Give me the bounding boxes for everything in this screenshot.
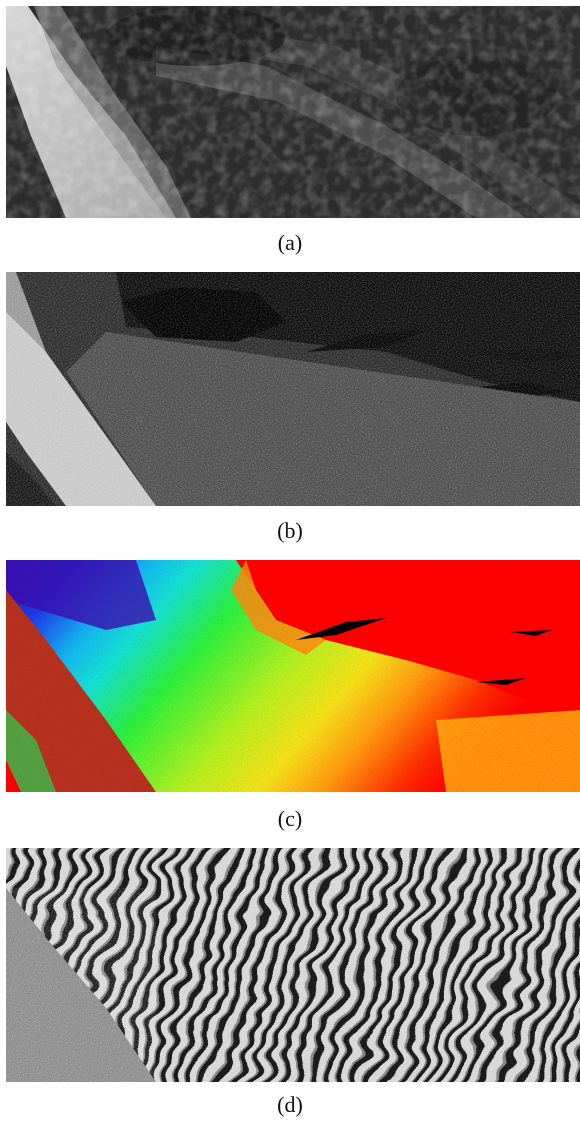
panel-b-image xyxy=(6,272,580,506)
panel-a-image xyxy=(6,6,580,218)
panel-b-caption: (b) xyxy=(277,518,303,543)
panel-c-caption: (c) xyxy=(277,806,303,831)
panel-d-caption: (d) xyxy=(277,1092,303,1117)
panel-a-caption: (a) xyxy=(277,230,303,255)
panel-d-image xyxy=(6,848,580,1082)
panel-c-image xyxy=(6,560,580,792)
